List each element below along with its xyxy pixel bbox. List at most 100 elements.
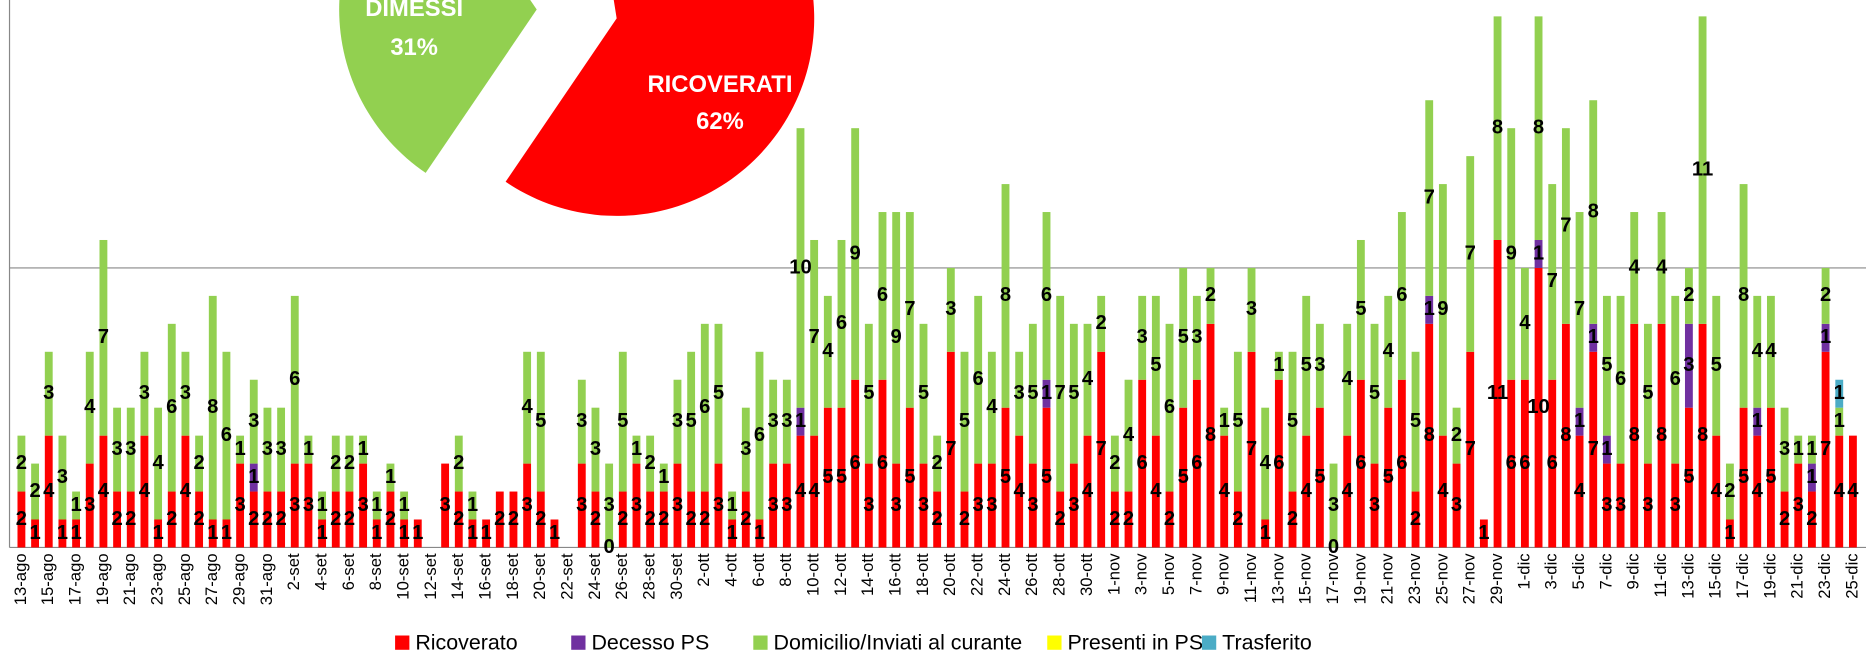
x-tick-label: 6-ott	[749, 553, 768, 587]
bar-segment	[1056, 295, 1065, 492]
data-label: 3	[1328, 494, 1339, 516]
x-tick-label: 23-ago	[147, 553, 166, 605]
data-label: 3	[357, 494, 368, 516]
bar-segment	[1315, 407, 1324, 548]
data-label: 6	[973, 368, 984, 390]
legend-marker	[1047, 635, 1062, 650]
bar-segment	[1753, 435, 1762, 548]
data-label: 5	[1683, 466, 1694, 488]
bar-segment	[700, 323, 709, 492]
bar-segment	[99, 435, 108, 548]
data-label: 7	[1246, 438, 1257, 460]
bar-segment	[1766, 407, 1775, 548]
data-label: 1	[70, 522, 81, 544]
bar-segment	[673, 379, 682, 464]
bar-segment	[1507, 379, 1516, 548]
bar-segment	[1725, 519, 1734, 548]
bar-segment	[495, 491, 504, 548]
bar-segment	[523, 463, 532, 548]
x-tick-label: 3-nov	[1132, 553, 1151, 595]
bar-segment	[154, 519, 163, 548]
bar-segment	[1452, 407, 1461, 464]
bar-segment	[523, 351, 532, 464]
bar-segment	[1835, 435, 1844, 548]
data-label: 2	[193, 452, 204, 474]
data-label: 2	[344, 508, 355, 530]
bar-segment	[810, 239, 819, 436]
data-label: 3	[275, 438, 286, 460]
data-label: 5	[713, 382, 724, 404]
bar-segment	[646, 491, 655, 548]
data-label: 1	[412, 522, 423, 544]
data-label: 4	[809, 480, 821, 502]
bar-segment	[1766, 295, 1775, 408]
bar-segment	[1466, 156, 1475, 352]
x-tick-label: 13-dic	[1678, 553, 1697, 598]
x-tick-label: 15-ago	[38, 553, 57, 605]
bar-segment	[1069, 463, 1078, 548]
bar-segment	[1438, 184, 1447, 436]
data-label: 4	[1834, 480, 1846, 502]
bar-segment	[372, 491, 381, 520]
bar-segment	[1397, 212, 1406, 380]
data-label: 5	[1068, 382, 1079, 404]
data-label: 6	[1137, 452, 1148, 474]
bar-segment	[1835, 379, 1844, 408]
bar-segment	[44, 351, 53, 436]
data-label: 4	[1260, 452, 1272, 474]
bar-segment	[140, 351, 149, 436]
bar-segment	[1698, 323, 1707, 548]
bar-segment	[1056, 491, 1065, 548]
bar-segment	[632, 463, 641, 548]
data-label: 2	[1410, 508, 1421, 530]
bar-segment	[933, 435, 942, 492]
data-label: 7	[1055, 382, 1066, 404]
data-label: 3	[522, 494, 533, 516]
bar-segment	[728, 519, 737, 548]
data-label: 1	[727, 522, 738, 544]
bar-segment	[933, 491, 942, 548]
data-label: 3	[590, 438, 601, 460]
x-tick-label: 6-set	[339, 553, 358, 590]
bar-segment	[1739, 184, 1748, 408]
bar-segment	[1821, 267, 1830, 324]
bar-segment	[1520, 379, 1529, 548]
data-label: 8	[1492, 117, 1503, 139]
bar-segment	[755, 351, 764, 520]
data-label: 1	[795, 410, 806, 432]
bar-segment	[413, 519, 422, 548]
data-label: 5	[1150, 354, 1161, 376]
data-label: 3	[891, 494, 902, 516]
data-label: 2	[330, 508, 341, 530]
bar-segment	[1780, 407, 1789, 492]
data-label: 1	[1834, 382, 1845, 404]
data-label: 3	[672, 494, 683, 516]
data-label: 4	[1752, 340, 1764, 362]
bar-segment	[878, 379, 887, 548]
data-label: 5	[1314, 466, 1325, 488]
data-label: 8	[1424, 424, 1435, 446]
data-label: 1	[248, 466, 259, 488]
data-label: 1	[152, 522, 163, 544]
data-label: 5	[535, 410, 546, 432]
data-label: 7	[945, 438, 956, 460]
data-label: 3	[631, 494, 642, 516]
data-label: 3	[863, 494, 874, 516]
bar-segment	[304, 463, 313, 548]
bar-segment	[1233, 351, 1242, 492]
bar-segment	[1343, 323, 1352, 436]
pie-label: DIMESSI	[365, 0, 463, 22]
bar-segment	[318, 491, 327, 520]
bar-segment	[1602, 463, 1611, 548]
data-label: 7	[904, 298, 915, 320]
bar-segment	[154, 407, 163, 520]
x-tick-label: 24-ott	[995, 553, 1014, 596]
data-label: 1	[207, 522, 218, 544]
data-label: 1	[371, 494, 382, 516]
data-label: 2	[166, 508, 177, 530]
data-label: 5	[1642, 382, 1653, 404]
data-label: 3	[1793, 494, 1804, 516]
data-label: 4	[1082, 480, 1094, 502]
data-label: 7	[1560, 214, 1571, 236]
data-label: 2	[1109, 508, 1120, 530]
